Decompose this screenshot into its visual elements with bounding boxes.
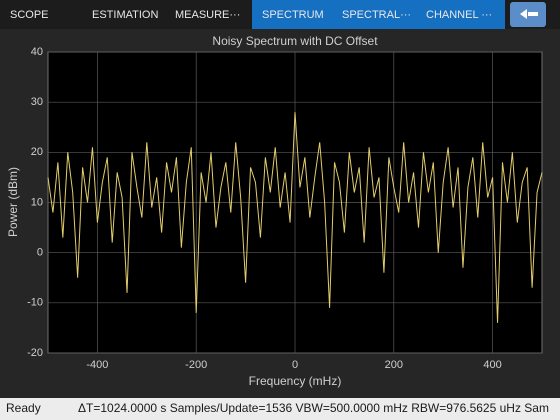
tab[interactable]: ESTIMATION [92, 9, 158, 21]
y-tick-label: 20 [31, 146, 43, 158]
status-bar [0, 398, 560, 420]
y-tick-label: -20 [27, 347, 43, 359]
spectrum-line [47, 112, 543, 323]
x-axis-label: Frequency (mHz) [249, 374, 342, 388]
x-tick-label: 200 [385, 359, 403, 371]
tab[interactable]: MEASURE··· [175, 9, 240, 21]
tab[interactable]: CHANNEL ··· [426, 9, 492, 21]
status-state: Ready [6, 401, 41, 415]
tab[interactable]: SPECTRUM [262, 9, 324, 21]
x-tick-label: -400 [86, 359, 108, 371]
status-info: ΔT=1024.0000 s Samples/Update=1536 VBW=5… [78, 401, 549, 415]
x-tick-label: 400 [483, 359, 501, 371]
x-tick-label: 0 [292, 359, 298, 371]
tab[interactable]: SCOPE [10, 9, 49, 21]
y-tick-label: -10 [27, 297, 43, 309]
tab[interactable]: SPECTRAL··· [342, 9, 411, 21]
chart-title: Noisy Spectrum with DC Offset [212, 34, 378, 48]
collapse-icon [520, 9, 538, 19]
y-tick-label: 10 [31, 196, 43, 208]
contextual-tab-group [252, 0, 505, 29]
x-tick-label: -200 [185, 359, 207, 371]
y-axis-label: Power (dBm) [6, 167, 20, 237]
y-tick-label: 30 [31, 96, 43, 108]
y-tick-label: 0 [37, 247, 43, 259]
y-tick-label: 40 [31, 46, 43, 58]
